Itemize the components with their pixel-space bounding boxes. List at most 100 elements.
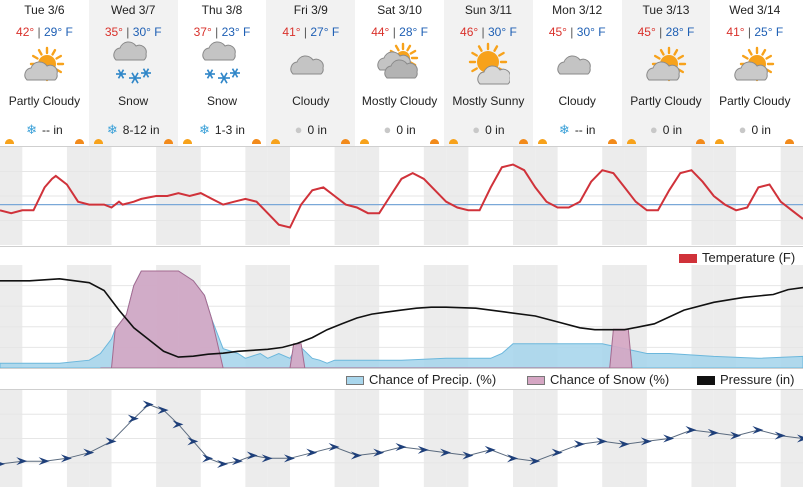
precip-amount: ● 0 in xyxy=(444,122,533,137)
wind-arrow-icon xyxy=(202,454,214,463)
day-temps: 44° | 28° F xyxy=(371,25,428,39)
day-column[interactable]: Wed 3/14 41° | 25° F Partly Cloudy ● 0 in xyxy=(710,0,799,146)
wind-arrow-icon xyxy=(306,448,318,457)
day-temps: 45° | 30° F xyxy=(548,25,606,39)
precip-value: -- in xyxy=(574,123,596,137)
day-column[interactable]: Fri 3/9 41° | 27° F Cloudy ● 0 in xyxy=(266,0,356,146)
wind-arrow-icon xyxy=(157,406,169,415)
precip-amount: ● 0 in xyxy=(355,122,444,137)
low-temp: 25° F xyxy=(754,25,784,39)
precip-amount: ❄ -- in xyxy=(533,122,622,138)
day-column[interactable]: Wed 3/7 35° | 30° F Snow ❄ 8-12 in xyxy=(88,0,178,146)
condition-label: Partly Cloudy xyxy=(719,94,791,108)
wind-arrow-icon xyxy=(105,437,117,446)
day-temps: 41° | 25° F xyxy=(726,25,784,39)
day-label: Tue 3/6 xyxy=(24,3,65,17)
wind-arrow-icon xyxy=(246,451,258,460)
mostly-sunny-icon xyxy=(466,40,511,90)
day-label: Tue 3/13 xyxy=(642,3,690,17)
wind-arrow-icon xyxy=(395,443,407,451)
wind-arrow-icon xyxy=(127,414,139,423)
precip-value: 0 in xyxy=(662,123,683,137)
low-temp: 28° F xyxy=(399,25,428,39)
low-temp: 29° F xyxy=(43,25,73,39)
day-column[interactable]: Tue 3/13 45° | 28° F Partly Cloudy ● 0 in xyxy=(621,0,711,146)
condition-label: Mostly Cloudy xyxy=(361,94,438,108)
precip-value: 8-12 in xyxy=(122,123,160,137)
wind-arrow-icon xyxy=(596,437,608,446)
snow-icon xyxy=(111,40,155,90)
wind-arrow-icon xyxy=(440,448,452,457)
night-band xyxy=(245,265,268,368)
night-band xyxy=(89,265,112,368)
wind-arrow-icon xyxy=(83,448,95,457)
wind-arrow-icon xyxy=(38,457,50,466)
raindrop-icon: ● xyxy=(383,122,392,137)
divider xyxy=(0,368,803,369)
snowflake-icon: ❄ xyxy=(106,122,118,137)
wind-arrow-icon xyxy=(573,440,585,449)
wind-arrow-icon xyxy=(730,431,742,440)
wind-arrow-icon xyxy=(187,437,199,446)
wind-arrow-icon xyxy=(551,448,563,457)
partly-cloudy-icon xyxy=(644,40,688,90)
condition-label: Snow xyxy=(118,94,149,108)
wind-arrow-icon xyxy=(172,420,184,429)
day-label: Sat 3/10 xyxy=(377,3,422,17)
sunrise-icon xyxy=(715,139,725,144)
wind-arrow-icon xyxy=(16,457,28,466)
sunset-icon xyxy=(74,139,84,144)
precip-value: 0 in xyxy=(307,123,327,137)
wind-arrow-icon xyxy=(417,445,429,454)
precip-legend-label: Chance of Precip. (%) xyxy=(369,372,497,387)
day-column[interactable]: Thu 3/8 37° | 23° F Snow ❄ 1-3 in xyxy=(178,0,267,146)
high-temp: 45° xyxy=(637,25,656,39)
sunset-icon xyxy=(785,139,795,144)
sunset-icon xyxy=(696,139,706,144)
high-temp: 41° xyxy=(282,25,301,39)
precip-amount: ● 0 in xyxy=(266,122,355,137)
divider xyxy=(0,246,803,247)
day-label: Fri 3/9 xyxy=(293,3,328,17)
wind-arrow-icon xyxy=(283,454,295,463)
snow-legend-label: Chance of Snow (%) xyxy=(550,372,670,387)
wind-arrow-icon xyxy=(507,454,519,463)
raindrop-icon: ● xyxy=(649,122,658,137)
night-band xyxy=(334,265,357,368)
wind-arrow-icon xyxy=(0,462,5,466)
low-temp: 27° F xyxy=(310,25,340,39)
night-band xyxy=(624,265,647,368)
day-column[interactable]: Sun 3/11 46° | 30° F Mostly Sunny ● 0 in xyxy=(444,0,533,146)
day-temps: 46° | 30° F xyxy=(460,25,517,39)
temperature-chart xyxy=(0,147,803,245)
day-column[interactable]: Tue 3/6 42° | 29° F Partly Cloudy ❄ -- in xyxy=(0,0,89,146)
divider xyxy=(0,146,803,147)
temperature-line xyxy=(0,163,803,229)
day-column[interactable]: Sat 3/10 44° | 28° F Mostly Cloudy ● 0 in xyxy=(355,0,444,146)
precip-value: 0 in xyxy=(485,123,505,137)
wind-arrow-icon xyxy=(231,457,243,466)
day-column[interactable]: Mon 3/12 45° | 30° F Cloudy ❄ -- in xyxy=(533,0,622,146)
day-temps: 45° | 28° F xyxy=(637,25,695,39)
partly-cloudy-icon xyxy=(22,40,66,90)
precip-value: 0 in xyxy=(396,123,416,137)
precip-value: 1-3 in xyxy=(214,123,245,137)
divider xyxy=(0,389,803,390)
sunset-icon xyxy=(518,139,528,144)
condition-label: Partly Cloudy xyxy=(630,94,702,108)
temperature-swatch xyxy=(679,254,697,264)
high-temp: 45° xyxy=(548,25,567,39)
night-band xyxy=(356,265,380,368)
wind-arrow-icon xyxy=(797,434,803,443)
night-band xyxy=(66,265,90,368)
night-band xyxy=(780,265,803,368)
sunrise-icon xyxy=(360,139,370,144)
precip-value: 0 in xyxy=(751,123,771,137)
temperature-legend: Temperature (F) xyxy=(679,250,795,265)
condition-label: Cloudy xyxy=(292,94,330,108)
low-temp: 23° F xyxy=(221,25,251,39)
precip-amount: ● 0 in xyxy=(710,122,799,137)
precip-legend: Chance of Precip. (%) xyxy=(346,372,496,387)
day-label: Wed 3/14 xyxy=(729,3,781,17)
night-band xyxy=(535,265,558,368)
